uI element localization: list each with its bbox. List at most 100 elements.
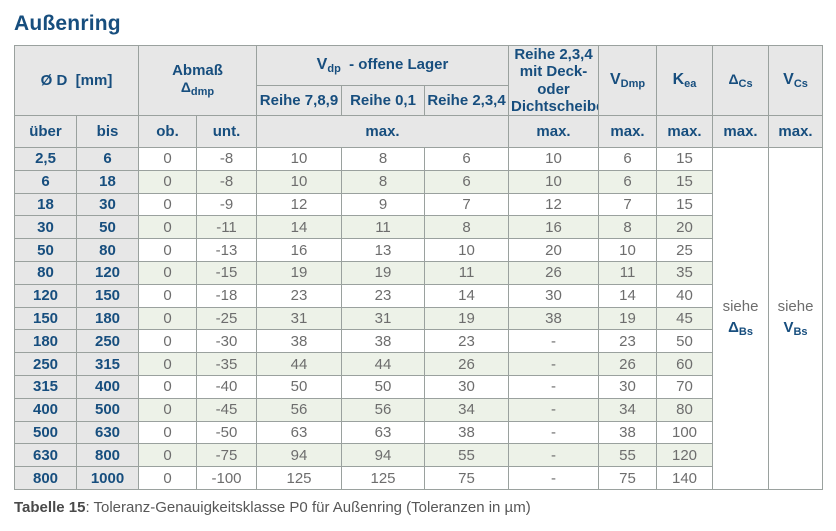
- delta-bs-reference: siehe ΔBs: [712, 147, 770, 490]
- col-header-max-kea: max.: [656, 115, 714, 148]
- cell-reihe789: 50: [256, 374, 342, 399]
- deck-line1: Reihe 2,3,4: [514, 46, 593, 64]
- table-row: 315 400 0 -40 50 50 30-30 70: [14, 374, 823, 399]
- cell-reihe789: 44: [256, 352, 342, 376]
- cell-vdmp: 14: [598, 283, 658, 308]
- cell-bis: 400: [76, 374, 139, 399]
- cell-ueber: 250: [14, 352, 77, 376]
- tolerance-table: Ø D [mm] Abmaß Δdmp Vdp - offene Lager R…: [14, 44, 824, 490]
- cell-vdmp: 11: [598, 260, 658, 285]
- header-row-groups: Ø D [mm] Abmaß Δdmp Vdp - offene Lager R…: [14, 44, 824, 116]
- cell-reihe01: 19: [341, 260, 425, 285]
- cell-deck: 10: [508, 169, 600, 194]
- cell-deck: 38: [508, 306, 600, 331]
- cell-reihe01: 94: [341, 443, 425, 468]
- cell-ob: 0: [138, 283, 197, 308]
- cell-reihe789: 56: [256, 397, 342, 422]
- cell-reihe234: 23: [423, 329, 510, 354]
- cell-unt: -15: [196, 260, 257, 285]
- col-header-delta-cs: ΔCs: [712, 45, 770, 116]
- cell-bis: 18: [76, 169, 139, 194]
- cell-bis: 630: [76, 420, 139, 445]
- cell-bis: 6: [76, 147, 139, 171]
- table-row: 150 180 0 -25 31 31 19 38 19 45: [14, 306, 823, 331]
- page-title: Außenring: [14, 12, 121, 35]
- cell-vdmp: 23: [598, 329, 658, 354]
- cell-ob: 0: [138, 238, 197, 262]
- deck-line2: mit Deck- oder: [519, 63, 588, 98]
- cell-reihe234: 8: [423, 215, 510, 240]
- table-row: 630 800 0 -75 94 94 55-55 120: [14, 443, 823, 468]
- table-body: 2,5 6 0 -8 10 8 6 10 6 15 siehe ΔBs siehe VBs 6 18 0 -8 10…: [14, 147, 824, 490]
- vdp-group-label: - offene Lager: [349, 55, 449, 73]
- cell-deck: 12: [508, 192, 600, 217]
- cell-ob: 0: [138, 329, 197, 354]
- cell-reihe01: 38: [341, 329, 425, 354]
- cell-reihe01: 50: [341, 374, 425, 399]
- table-row: 2,5 6 0 -8 10 8 6 10 6 15 siehe ΔBs siehe VBs: [14, 147, 824, 490]
- cell-unt: -18: [196, 283, 257, 308]
- col-header-kea: Kea: [656, 45, 714, 116]
- cell-reihe789: 19: [256, 260, 342, 285]
- col-header-max-dcs: max.: [712, 115, 770, 148]
- cell-reihe01: 56: [341, 397, 425, 422]
- col-header-reihe-789: Reihe 7,8,9: [256, 85, 342, 116]
- cell-deck: -: [508, 466, 600, 490]
- cell-vdmp: 8: [598, 215, 658, 240]
- cell-kea: 40: [656, 283, 714, 308]
- table-row: 6 18 0 -8 10 8 6 10 6 15: [14, 169, 823, 194]
- col-header-bis: bis: [76, 115, 139, 148]
- cell-reihe234: 7: [423, 192, 510, 217]
- cell-deck: -: [508, 329, 600, 354]
- cell-reihe789: 23: [256, 283, 342, 308]
- cell-reihe01: 125: [341, 466, 425, 490]
- cell-deck: -: [508, 374, 600, 399]
- cell-bis: 80: [76, 238, 139, 262]
- col-header-deckscheiben: Reihe 2,3,4 mit Deck- oder Dichtscheiben: [508, 45, 600, 116]
- cell-ueber: 30: [14, 215, 77, 240]
- caption-text: : Toleranz-Genauigkeitsklasse P0 für Auß…: [85, 498, 531, 516]
- cell-ob: 0: [138, 352, 197, 376]
- cell-kea: 35: [656, 260, 714, 285]
- col-header-vcs: VCs: [768, 45, 824, 116]
- cell-ob: 0: [138, 443, 197, 468]
- cell-kea: 80: [656, 397, 714, 422]
- table-row: 120 150 0 -18 23 23 14 30 14 40: [14, 283, 823, 308]
- cell-reihe234: 75: [423, 466, 510, 490]
- col-header-diameter: Ø D [mm]: [14, 45, 139, 116]
- cell-vdmp: 7: [598, 192, 658, 217]
- cell-ueber: 150: [14, 306, 77, 331]
- cell-reihe01: 44: [341, 352, 425, 376]
- cell-reihe234: 38: [423, 420, 510, 445]
- cell-reihe789: 10: [256, 147, 342, 171]
- cell-reihe789: 38: [256, 329, 342, 354]
- cell-unt: -100: [196, 466, 257, 490]
- cell-kea: 60: [656, 352, 714, 376]
- cell-unt: -8: [196, 169, 257, 194]
- table-header: Ø D [mm] Abmaß Δdmp Vdp - offene Lager R…: [14, 44, 824, 148]
- diameter-label: Ø D: [40, 71, 68, 89]
- cell-vdmp: 38: [598, 420, 658, 445]
- cell-ob: 0: [138, 420, 197, 445]
- siehe-symbol: ΔBs: [728, 318, 753, 338]
- col-header-max-vdmp: max.: [598, 115, 658, 148]
- cell-ob: 0: [138, 169, 197, 194]
- cell-unt: -8: [196, 147, 257, 171]
- cell-ueber: 400: [14, 397, 77, 422]
- cell-ueber: 180: [14, 329, 77, 354]
- cell-unt: -9: [196, 192, 257, 217]
- cell-reihe01: 13: [341, 238, 425, 262]
- cell-reihe789: 10: [256, 169, 342, 194]
- cell-reihe01: 23: [341, 283, 425, 308]
- cell-unt: -30: [196, 329, 257, 354]
- cell-deck: -: [508, 352, 600, 376]
- caption-label: Tabelle 15: [14, 498, 86, 516]
- col-header-reihe-234: Reihe 2,3,4: [423, 85, 510, 116]
- cell-deck: 16: [508, 215, 600, 240]
- cell-deck: -: [508, 397, 600, 422]
- table-row: 80 120 0 -15 19 19 11 26 11 35: [14, 260, 823, 285]
- cell-bis: 1000: [76, 466, 139, 490]
- cell-unt: -45: [196, 397, 257, 422]
- col-header-unt: unt.: [196, 115, 257, 148]
- cell-vdmp: 30: [598, 374, 658, 399]
